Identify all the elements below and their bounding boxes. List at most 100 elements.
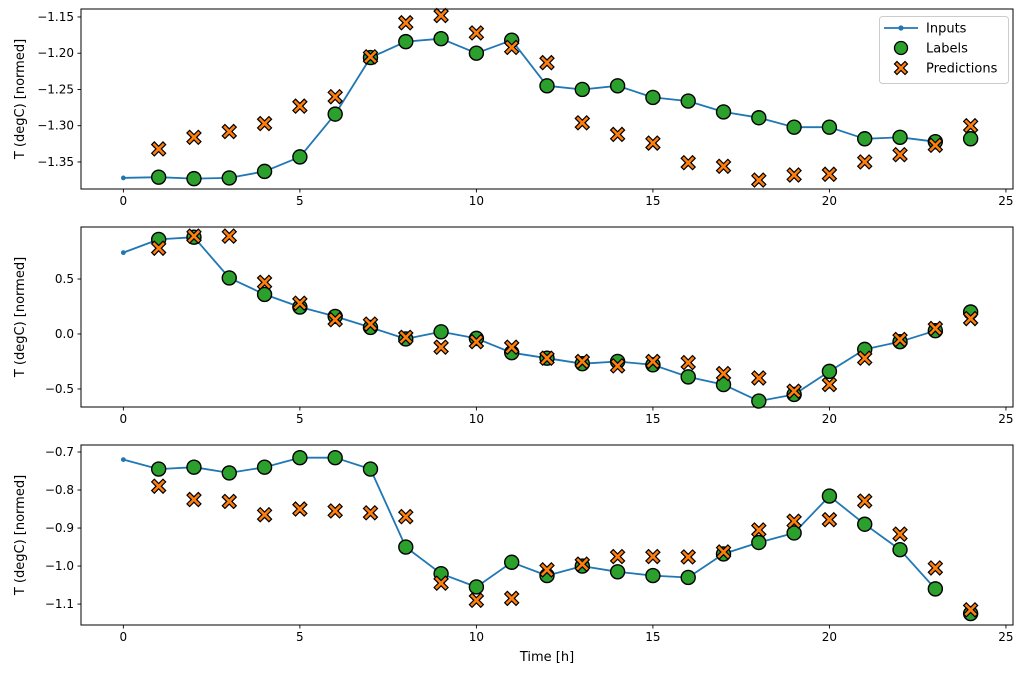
label-marker — [292, 449, 308, 466]
x-tick-label: 0 — [120, 194, 128, 208]
prediction-marker — [256, 274, 273, 291]
label-marker — [751, 110, 767, 126]
prediction-marker — [609, 548, 626, 565]
prediction-marker — [292, 295, 308, 312]
label-marker — [609, 564, 626, 580]
prediction-marker — [221, 228, 238, 244]
label-marker — [256, 459, 273, 475]
prediction-marker — [468, 25, 485, 41]
y-tick-label: −0.7 — [45, 445, 74, 459]
label-marker — [892, 542, 908, 558]
legend-item-labels: Labels — [893, 40, 968, 57]
subplot-1: 0 5 10 15 20 25 −1.15 −1.20 −1.25 −1.30 −1.35 T (de… — [13, 7, 1014, 208]
y-tick-label: −1.1 — [45, 597, 74, 611]
label-marker — [398, 33, 414, 50]
label-marker — [680, 369, 696, 385]
prediction-marker — [927, 560, 944, 576]
y-tick-label: −1.20 — [37, 46, 74, 60]
label-marker — [609, 78, 626, 94]
x-tick-label: 20 — [822, 194, 837, 208]
prediction-marker — [539, 54, 555, 71]
prediction-marker — [468, 592, 485, 609]
prediction-marker — [503, 39, 520, 56]
prediction-marker — [856, 493, 873, 509]
prediction-marker — [680, 549, 697, 565]
x-tick-label: 20 — [822, 630, 837, 644]
x-axis-label: Time [h] — [519, 650, 574, 665]
label-marker — [857, 131, 873, 147]
legend-dot-sample — [898, 25, 904, 31]
x-tick-label: 0 — [120, 412, 128, 426]
x-tick-label: 15 — [645, 194, 660, 208]
prediction-marker — [150, 478, 167, 495]
prediction-marker — [327, 88, 344, 105]
label-marker — [150, 169, 167, 185]
prediction-marker — [609, 358, 626, 374]
legend-item-predictions: Predictions — [893, 60, 998, 77]
prediction-marker — [539, 562, 555, 578]
prediction-marker — [856, 154, 873, 170]
legend-box — [879, 16, 1009, 84]
label-marker — [150, 461, 167, 477]
prediction-marker — [362, 316, 379, 332]
y-tick-label: −1.15 — [37, 10, 74, 24]
label-marker — [186, 459, 202, 475]
label-marker — [680, 93, 696, 109]
label-marker — [327, 449, 343, 466]
label-marker — [645, 567, 661, 584]
x-tick-label: 25 — [998, 194, 1013, 208]
label-marker — [433, 31, 449, 47]
prediction-marker — [609, 126, 626, 143]
x-tick-label: 5 — [296, 630, 304, 644]
label-marker — [362, 461, 379, 477]
y-tick-label: 0.5 — [55, 272, 74, 286]
prediction-marker — [962, 117, 979, 134]
legend-item-inputs: Inputs — [884, 22, 967, 37]
y-tick-label: −0.9 — [45, 521, 74, 535]
prediction-marker — [256, 115, 273, 132]
prediction-marker — [503, 590, 520, 607]
subplot-2: 0 5 10 15 20 25 0.5 0.0 −0.5 T (degC) [normed] — [13, 226, 1014, 426]
x-tick-label: 0 — [120, 630, 128, 644]
prediction-marker — [574, 114, 591, 131]
label-marker — [503, 554, 520, 570]
prediction-marker — [362, 504, 379, 521]
label-marker — [751, 393, 767, 409]
label-marker — [468, 45, 485, 61]
prediction-marker — [327, 503, 344, 519]
x-tick-label: 25 — [998, 412, 1013, 426]
y-tick-label: −0.8 — [45, 483, 74, 497]
label-marker — [927, 581, 944, 597]
label-marker — [433, 324, 449, 340]
prediction-marker — [927, 137, 944, 154]
prediction-marker — [221, 493, 238, 510]
subplot-3: 0 5 10 15 20 25 −0.7 −0.8 −0.9 −1.0 −1.1 T (degC) [… — [13, 444, 1014, 665]
prediction-marker — [397, 329, 414, 346]
y-tick-label: −1.25 — [37, 82, 74, 96]
inputs-point — [120, 175, 126, 181]
legend-label: Inputs — [926, 22, 967, 37]
label-marker — [645, 89, 661, 106]
prediction-marker — [397, 508, 414, 525]
prediction-marker — [892, 331, 908, 348]
label-marker — [821, 119, 838, 135]
prediction-marker — [292, 98, 308, 114]
y-tick-label: −1.0 — [45, 559, 74, 573]
legend-label: Predictions — [926, 62, 998, 77]
prediction-marker — [927, 320, 944, 337]
x-tick-label: 25 — [998, 630, 1013, 644]
prediction-marker — [327, 311, 344, 328]
prediction-marker — [680, 154, 697, 171]
prediction-marker — [892, 526, 908, 542]
prediction-marker — [221, 123, 238, 140]
prediction-marker — [362, 49, 379, 65]
prediction-marker — [150, 240, 167, 257]
legend-x-sample — [893, 60, 909, 76]
y-axis-label: T (degC) [normed] — [13, 475, 28, 596]
axes-frame — [80, 226, 1014, 408]
y-axis-label: T (degC) [normed] — [13, 39, 28, 160]
label-marker — [786, 119, 802, 135]
prediction-marker — [750, 370, 767, 386]
prediction-marker — [433, 7, 449, 24]
label-marker — [256, 286, 273, 303]
